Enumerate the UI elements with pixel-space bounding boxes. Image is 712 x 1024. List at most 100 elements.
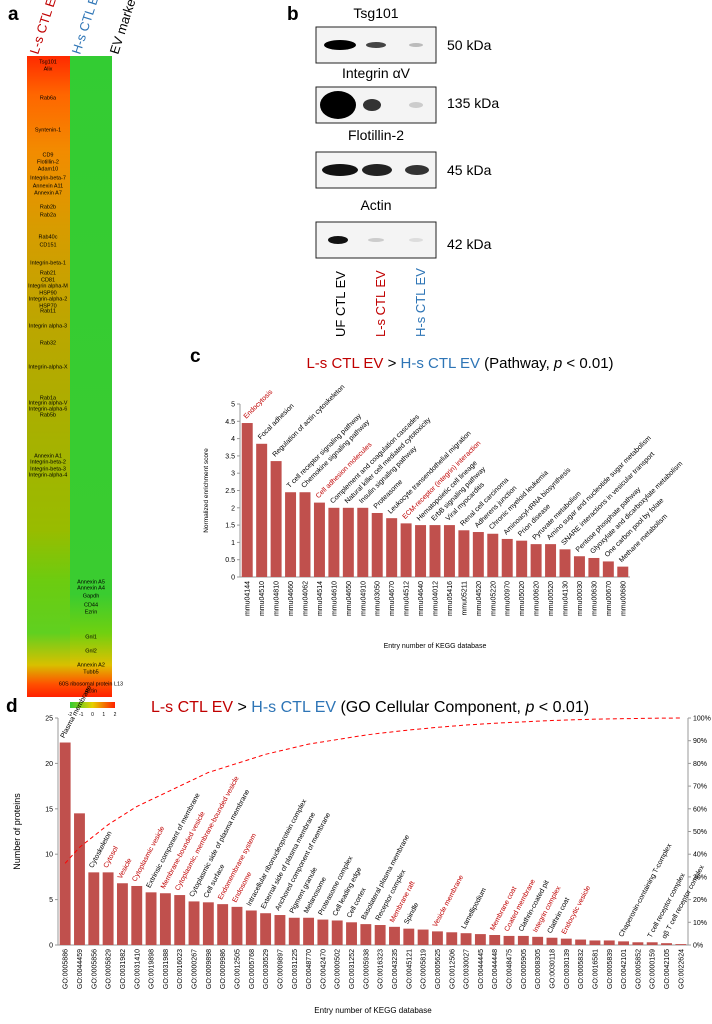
chart-title: L-s CTL EV > H-s CTL EV (GO Cellular Com…	[151, 699, 589, 716]
bar	[618, 941, 630, 945]
bar	[288, 917, 300, 945]
row-label: CD9	[42, 152, 53, 158]
bar	[415, 525, 427, 577]
x-tick-label: GO:0048770	[306, 949, 313, 989]
bar-annotation: Chaperonin-containing T-complex	[618, 842, 673, 938]
y-tick-label: 5	[49, 897, 53, 904]
bar	[546, 937, 558, 945]
x-tick-label: GO:0005832	[578, 949, 585, 989]
panel-label: a	[8, 4, 19, 25]
x-tick-label: GO:0016323	[378, 949, 385, 989]
title-part: p	[553, 355, 562, 372]
bar	[371, 512, 383, 577]
x-tick-label: mmu04012	[433, 581, 440, 616]
bar	[217, 904, 229, 945]
y2-tick-label: 70%	[693, 784, 707, 791]
bar	[560, 938, 572, 945]
bar	[317, 919, 329, 945]
bar	[174, 895, 186, 945]
bar	[573, 556, 585, 577]
lane-label: H-s CTL EV	[413, 268, 428, 337]
x-tick-label: mmu05211	[461, 581, 468, 616]
y-tick-label: 4.5	[225, 419, 235, 426]
y-axis-label: Number of proteins	[12, 793, 22, 870]
bar	[460, 933, 472, 945]
lane-label: UF CTL EV	[333, 271, 348, 337]
bar-annotation: Lamellipodium	[461, 887, 488, 930]
y-tick-label: 10	[45, 852, 53, 859]
row-label: Integrin-beta-3	[30, 466, 66, 472]
y-tick-label: 3	[231, 471, 235, 478]
x-tick-label: GO:0030027	[464, 949, 471, 989]
x-tick-label: GO:0045121	[406, 949, 413, 989]
row-label: Rab2a	[40, 212, 57, 218]
row-label: Annexin A5	[77, 579, 105, 585]
blot-band	[324, 40, 356, 50]
column-header: EV markers	[107, 0, 142, 56]
y2-tick-label: 50%	[693, 829, 707, 836]
row-label: Rab2b	[40, 204, 56, 210]
cumulative-line	[64, 717, 681, 864]
bar	[285, 492, 297, 577]
bar	[331, 920, 343, 945]
x-tick-label: mmu04650	[346, 581, 353, 616]
bar	[74, 813, 85, 945]
row-label: Annexin A2	[77, 662, 105, 668]
bar	[145, 892, 157, 945]
colorbar-tick-label: -1	[79, 712, 84, 718]
size-label: 42 kDa	[447, 236, 492, 252]
bar	[202, 902, 214, 945]
row-label: Tubb5	[83, 669, 98, 675]
x-tick-label: mmu00670	[606, 581, 613, 616]
x-axis-label: Entry number of KEGG database	[314, 1006, 432, 1015]
x-tick-label: GO:0044448	[492, 949, 499, 989]
blot-band	[409, 43, 423, 47]
bar	[328, 507, 340, 577]
blot-band	[366, 42, 386, 48]
bar	[487, 533, 499, 577]
bar	[386, 518, 398, 577]
blot-band	[362, 164, 392, 176]
x-tick-label: mmu05220	[490, 581, 497, 616]
bar	[446, 932, 458, 945]
bar	[545, 544, 557, 577]
heatmap-column	[70, 56, 112, 697]
bar	[102, 872, 114, 945]
row-label: Rab11	[40, 308, 56, 314]
x-tick-label: GO:0044445	[478, 949, 485, 989]
bar	[559, 549, 571, 577]
row-label: Integrin-alpha-6	[29, 406, 68, 412]
bar	[588, 557, 600, 577]
x-tick-label: GO:0005625	[435, 949, 442, 989]
bar	[256, 443, 268, 577]
bar	[188, 901, 200, 945]
x-tick-label: GO:0030529	[263, 949, 270, 989]
bar	[88, 872, 100, 945]
x-tick-label: GO:0009986	[220, 949, 227, 989]
row-label: Integrin-beta-2	[30, 459, 66, 465]
bar	[116, 883, 128, 945]
x-tick-label: mmu04610	[331, 581, 338, 616]
blot-band	[409, 102, 423, 108]
bar	[431, 931, 443, 945]
bar-annotation: Cytoplasmic vesicle	[131, 825, 166, 883]
x-tick-label: GO:0005856	[91, 949, 98, 989]
bar	[360, 924, 372, 945]
x-tick-label: mmu00620	[534, 581, 541, 616]
x-tick-label: GO:0031982	[120, 949, 127, 989]
x-tick-label: mmu04062	[303, 581, 310, 616]
row-label: Integrin-alpha-X	[28, 364, 67, 370]
bar	[575, 939, 587, 945]
y2-tick-label: 30%	[693, 874, 707, 881]
x-tick-label: GO:0000159	[650, 949, 657, 989]
bar	[400, 523, 412, 577]
bar	[646, 942, 658, 945]
bar	[603, 940, 615, 945]
blot-band	[320, 91, 356, 119]
row-label: CD81	[41, 277, 55, 283]
row-label: Integrin-alpha-2	[29, 296, 68, 302]
x-tick-label: GO:0000267	[192, 949, 199, 989]
bar	[346, 922, 357, 945]
x-tick-label: mmu04130	[563, 581, 570, 616]
x-tick-label: mmu00680	[620, 581, 627, 616]
